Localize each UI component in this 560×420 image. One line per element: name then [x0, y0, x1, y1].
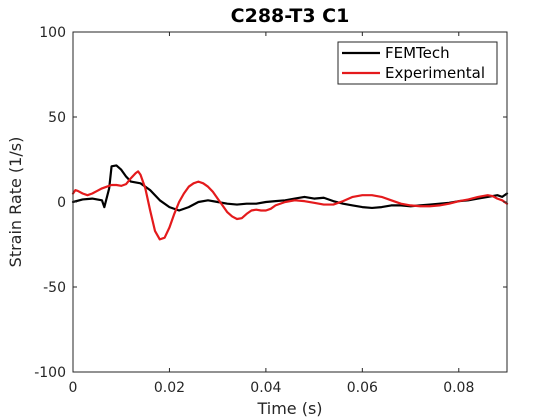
legend-label: FEMTech [385, 44, 450, 62]
series-line-femtech [71, 164, 509, 212]
y-tick-label: 100 [39, 25, 66, 41]
x-tick-label: 0.02 [154, 380, 185, 396]
series-line-experimental [71, 170, 509, 241]
legend: FEMTech Experimental [337, 41, 498, 85]
y-tick-label: 0 [57, 195, 66, 211]
y-axis-label: Strain Rate (1/s) [6, 137, 25, 268]
y-tick-label: -50 [43, 280, 66, 296]
y-tick-label: 50 [48, 110, 66, 126]
x-tick-label: 0.06 [347, 380, 378, 396]
series-group [71, 164, 509, 241]
x-tick-label: 0 [69, 380, 78, 396]
x-axis-label: Time (s) [256, 399, 322, 418]
x-tick-label: 0.04 [250, 380, 281, 396]
legend-label: Experimental [385, 64, 485, 82]
y-axis: -100 -50 0 50 100 [34, 25, 507, 381]
x-tick-label: 0.08 [443, 380, 474, 396]
chart-title: C288-T3 C1 [231, 5, 350, 27]
x-axis: 0 0.02 0.04 0.06 0.08 [69, 32, 474, 396]
y-tick-label: -100 [34, 365, 66, 381]
legend-box [337, 41, 498, 85]
